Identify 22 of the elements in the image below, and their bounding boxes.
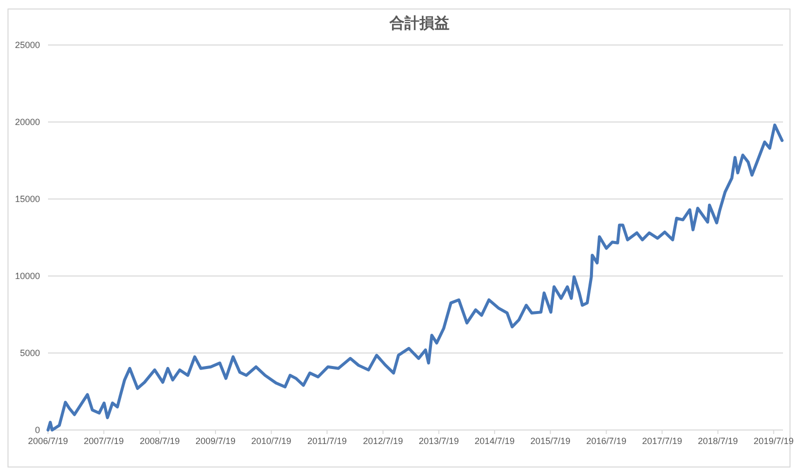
x-tick-label: 2013/7/19 xyxy=(418,436,459,446)
x-tick-label: 2014/7/19 xyxy=(474,436,515,446)
chart-title: 合計損益 xyxy=(388,15,450,32)
y-tick-label: 10000 xyxy=(14,271,40,281)
x-tick-label: 2009/7/19 xyxy=(195,436,236,446)
line-series xyxy=(46,124,784,432)
x-tick-label: 2017/7/19 xyxy=(642,436,682,446)
x-tick-label: 2008/7/19 xyxy=(140,436,180,446)
x-tick-label: 2010/7/19 xyxy=(251,436,292,446)
x-tick-label: 2016/7/19 xyxy=(586,436,626,446)
x-tick-label: 2006/7/19 xyxy=(28,436,68,446)
y-tick-label: 15000 xyxy=(14,194,40,204)
y-tick-label: 0 xyxy=(34,425,40,435)
x-tick-label: 2018/7/19 xyxy=(698,436,738,446)
x-tick-label: 2019/7/19 xyxy=(754,436,794,446)
x-tick-label: 2012/7/19 xyxy=(363,436,404,446)
y-tick-label: 25000 xyxy=(14,40,40,50)
x-tick-label: 2007/7/19 xyxy=(84,436,124,446)
x-tick-label: 2011/7/19 xyxy=(307,436,347,446)
y-tick-label: 5000 xyxy=(20,348,40,358)
y-tick-label: 20000 xyxy=(14,117,40,127)
x-tick-label: 2015/7/19 xyxy=(530,436,570,446)
